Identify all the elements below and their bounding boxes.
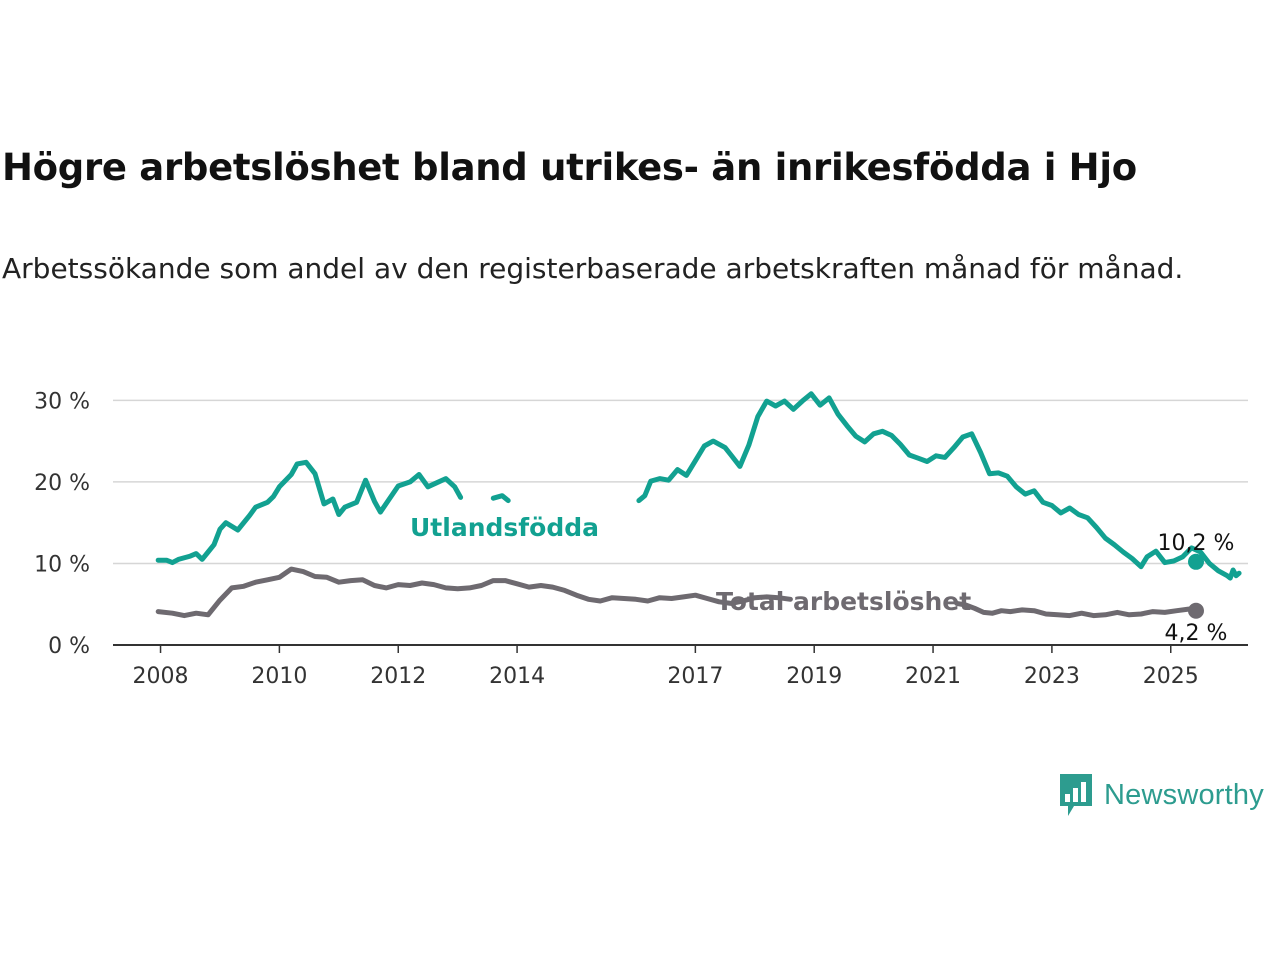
gridlines [113,399,1248,646]
x-tick-label: 2014 [489,664,545,689]
newsworthy-logo-icon [1060,774,1092,816]
x-tick-label: 2019 [786,664,842,689]
x-tick-label: 2021 [905,664,961,689]
y-tick-label: 10 % [34,552,90,577]
end-value-label-total: 4,2 % [1165,621,1228,646]
y-axis-ticks: 0 % 10 % 20 % 30 % [34,389,90,659]
chart-subtitle: Arbetssökande som andel av den registerb… [2,252,1184,285]
y-tick-label: 30 % [34,389,90,414]
series-line-total [155,566,793,619]
x-tick-label: 2025 [1143,664,1199,689]
series-line-utlandsfodda [490,493,511,504]
series-lines [155,391,1242,619]
x-tick-label: 2010 [251,664,307,689]
series-line-utlandsfodda [636,391,1242,581]
x-tick-label: 2008 [133,664,189,689]
y-tick-label: 0 % [48,634,90,659]
series-line-utlandsfodda [155,459,464,566]
series-label-total: Total arbetslöshet [716,587,971,616]
series-line-total [954,600,1200,619]
brand-name: Newsworthy [1104,778,1264,811]
y-tick-label: 20 % [34,471,90,496]
x-tick-label: 2017 [667,664,723,689]
x-tick-label: 2012 [370,664,426,689]
series-label-utlandsfodda: Utlandsfödda [410,513,599,542]
end-marker-total [1188,602,1204,619]
x-axis-ticks: 2008 2010 2012 2014 2017 2019 2021 2023 2025 [133,645,1199,689]
end-marker-utlandsfodda [1188,553,1204,570]
x-tick-label: 2023 [1024,664,1080,689]
end-value-label-utlandsfodda: 10,2 % [1158,531,1235,556]
chart-title: Högre arbetslöshet bland utrikes- än inr… [2,146,1137,189]
brand-logo: Newsworthy [1058,772,1264,818]
